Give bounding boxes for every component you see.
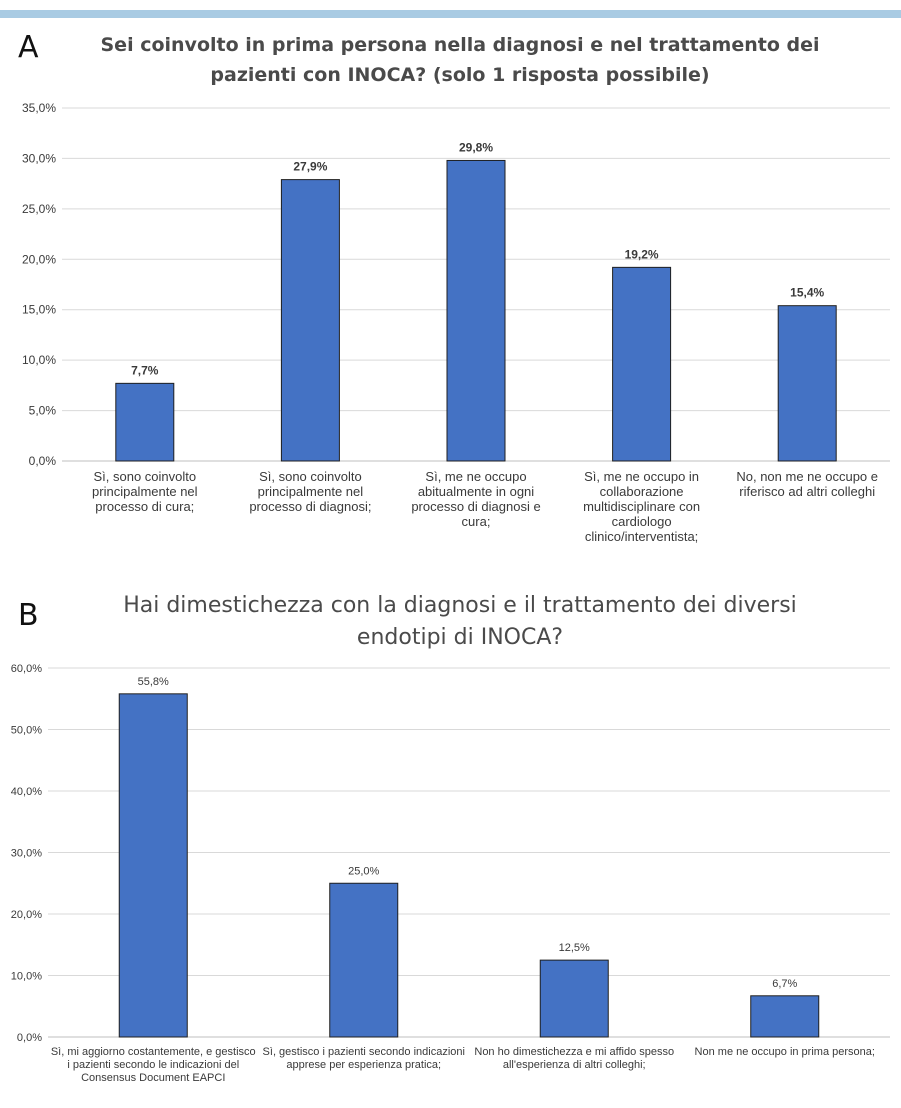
chart-0-ytick-label: 30,0% xyxy=(22,151,56,165)
chart-1-value-label: 55,8% xyxy=(138,676,169,688)
chart-1-bar xyxy=(329,882,399,1038)
chart-0-ytick-label: 15,0% xyxy=(22,303,56,317)
panel-a-letter: A xyxy=(18,30,39,65)
chart-1-ytick-label: 30,0% xyxy=(11,848,42,860)
chart-0-category-label: Sì, me ne occupo abitualmente in ogni pr… xyxy=(411,469,541,529)
chart-0-value-label: 27,9% xyxy=(293,160,327,174)
chart-0-bar xyxy=(446,159,506,462)
chart-a-title: Sei coinvolto in prima persona nella dia… xyxy=(100,34,820,86)
chart-1-value-label: 25,0% xyxy=(348,865,379,877)
chart-1-value-label: 6,7% xyxy=(772,978,797,990)
chart-1-ytick-label: 50,0% xyxy=(11,725,42,737)
chart-0-bar xyxy=(612,266,672,462)
chart-0-ytick-label: 0,0% xyxy=(29,454,57,468)
chart-0-value-label: 19,2% xyxy=(625,247,659,261)
panel-b-letter: B xyxy=(18,598,39,633)
chart-0-category-label: Sì, sono coinvolto principalmente nel pr… xyxy=(92,469,198,514)
chart-1-ytick-label: 20,0% xyxy=(11,909,42,921)
chart-1-category-label: Sì, gestisco i pazienti secondo indicazi… xyxy=(262,1046,465,1071)
chart-0-category-label: Sì, sono coinvolto principalmente nel pr… xyxy=(249,469,372,514)
chart-1-category-label: Non me ne occupo in prima persona; xyxy=(694,1046,875,1058)
chart-1-category-label: Non ho dimestichezza e mi affido spesso … xyxy=(474,1046,675,1071)
chart-0-ytick-label: 20,0% xyxy=(22,252,56,266)
chart-1-bar xyxy=(750,995,820,1038)
top-accent-bar xyxy=(0,10,901,18)
chart-0-value-label: 7,7% xyxy=(131,363,159,377)
chart-0-bar xyxy=(777,305,837,462)
chart-0-bar xyxy=(280,179,340,462)
chart-0-category-label: Sì, me ne occupo in collaborazione multi… xyxy=(583,469,701,544)
chart-1-bar xyxy=(118,693,188,1038)
chart-0-ytick-label: 10,0% xyxy=(22,353,56,367)
chart-0-ytick-label: 25,0% xyxy=(22,202,56,216)
chart-b-title: Hai dimestichezza con la diagnosi e il t… xyxy=(123,593,797,650)
chart-1-bar xyxy=(539,959,609,1038)
chart-0-ytick-label: 35,0% xyxy=(22,101,56,115)
chart-1-ytick-label: 0,0% xyxy=(17,1032,42,1044)
chart-1-ytick-label: 10,0% xyxy=(11,971,42,983)
chart-1-category-label: Sì, mi aggiorno costantemente, e gestisc… xyxy=(50,1046,256,1084)
chart-1-value-label: 12,5% xyxy=(559,942,590,954)
chart-1-ytick-label: 40,0% xyxy=(11,786,42,798)
chart-0-category-label: No, non me ne occupo e riferisco ad altr… xyxy=(736,469,879,499)
chart-0-bar xyxy=(115,382,175,462)
chart-0-value-label: 15,4% xyxy=(790,286,824,300)
chart-0-ytick-label: 5,0% xyxy=(29,404,57,418)
chart-0-value-label: 29,8% xyxy=(459,140,493,154)
chart-1-ytick-label: 60,0% xyxy=(11,663,42,675)
